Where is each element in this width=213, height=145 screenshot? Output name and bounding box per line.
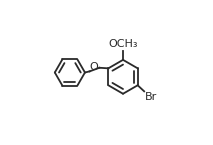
Text: OCH₃: OCH₃ [109,39,138,49]
Text: Br: Br [145,92,157,102]
Text: O: O [89,62,98,72]
